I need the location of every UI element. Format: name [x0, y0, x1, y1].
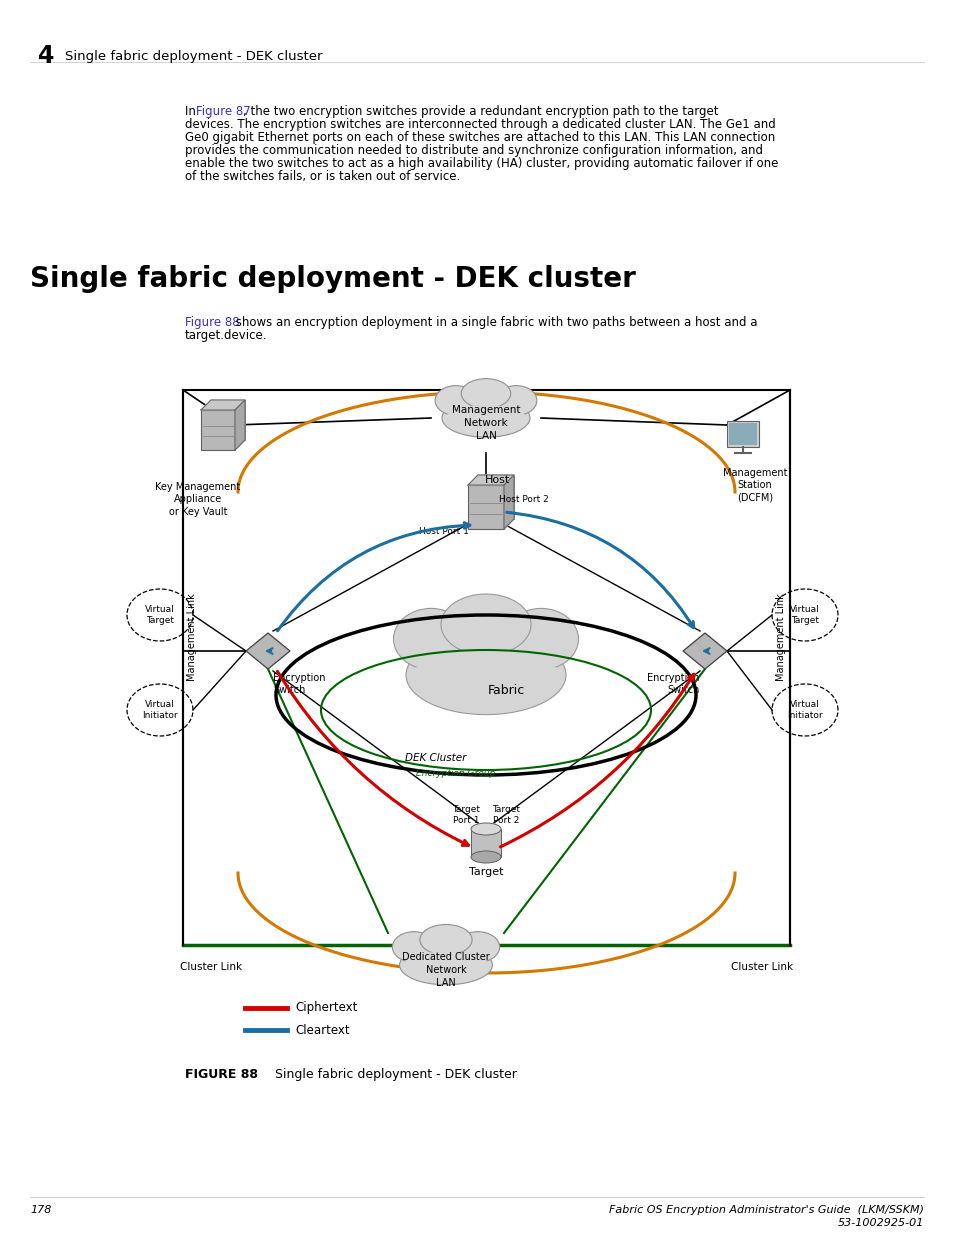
Text: Dedicated Cluster
Network
LAN: Dedicated Cluster Network LAN	[402, 952, 489, 988]
Ellipse shape	[444, 405, 527, 435]
Text: Management Link: Management Link	[187, 594, 196, 682]
Text: Host Port 2: Host Port 2	[498, 494, 548, 504]
FancyBboxPatch shape	[211, 400, 245, 440]
Text: Virtual
Target: Virtual Target	[145, 605, 174, 625]
Text: Management
Network
LAN: Management Network LAN	[452, 405, 519, 441]
Text: target.device.: target.device.	[185, 329, 267, 342]
Ellipse shape	[419, 925, 472, 955]
FancyBboxPatch shape	[726, 421, 759, 447]
Text: devices. The encryption switches are interconnected through a dedicated cluster : devices. The encryption switches are int…	[185, 119, 775, 131]
Text: Encryption Group: Encryption Group	[416, 768, 496, 778]
Text: Figure 88: Figure 88	[185, 316, 239, 329]
Text: Encryption
Switch: Encryption Switch	[647, 673, 700, 695]
Text: Target
Port 1: Target Port 1	[452, 805, 479, 825]
Text: In: In	[185, 105, 199, 119]
Text: 178: 178	[30, 1205, 51, 1215]
Ellipse shape	[399, 945, 492, 984]
Text: FIGURE 88: FIGURE 88	[185, 1068, 257, 1081]
Text: Figure 87: Figure 87	[195, 105, 251, 119]
Polygon shape	[201, 400, 245, 410]
Text: Host: Host	[485, 475, 510, 485]
Text: Cluster Link: Cluster Link	[730, 962, 792, 972]
Text: Host Port 1: Host Port 1	[418, 527, 469, 536]
Ellipse shape	[411, 648, 560, 709]
Ellipse shape	[460, 379, 510, 409]
Text: , the two encryption switches provide a redundant encryption path to the target: , the two encryption switches provide a …	[243, 105, 718, 119]
Ellipse shape	[471, 823, 500, 835]
Text: 53-1002925-01: 53-1002925-01	[837, 1218, 923, 1228]
Text: Cleartext: Cleartext	[294, 1024, 349, 1036]
Text: Encryption
Switch: Encryption Switch	[273, 673, 325, 695]
Text: Management Link: Management Link	[775, 594, 785, 682]
Text: Fabric: Fabric	[487, 683, 524, 697]
Text: Target: Target	[468, 867, 503, 877]
Polygon shape	[234, 400, 245, 450]
Ellipse shape	[393, 609, 468, 669]
Text: provides the communication needed to distribute and synchronize configuration in: provides the communication needed to dis…	[185, 144, 762, 157]
Ellipse shape	[496, 385, 537, 415]
Ellipse shape	[406, 635, 565, 715]
Text: Virtual
Initiator: Virtual Initiator	[786, 700, 821, 720]
Text: Virtual
Initiator: Virtual Initiator	[142, 700, 177, 720]
FancyBboxPatch shape	[728, 424, 757, 445]
Polygon shape	[503, 475, 514, 529]
Ellipse shape	[435, 385, 476, 415]
Text: Single fabric deployment - DEK cluster: Single fabric deployment - DEK cluster	[65, 49, 322, 63]
Polygon shape	[246, 634, 290, 669]
FancyBboxPatch shape	[477, 475, 514, 519]
FancyBboxPatch shape	[468, 485, 503, 529]
Text: Single fabric deployment - DEK cluster: Single fabric deployment - DEK cluster	[30, 266, 636, 293]
Text: DEK Cluster: DEK Cluster	[405, 753, 466, 763]
Ellipse shape	[456, 931, 499, 962]
Polygon shape	[682, 634, 726, 669]
FancyBboxPatch shape	[471, 829, 500, 857]
Ellipse shape	[441, 399, 530, 437]
Text: Single fabric deployment - DEK cluster: Single fabric deployment - DEK cluster	[263, 1068, 517, 1081]
Text: Target
Port 2: Target Port 2	[492, 805, 519, 825]
Text: of the switches fails, or is taken out of service.: of the switches fails, or is taken out o…	[185, 170, 459, 183]
Text: Cluster Link: Cluster Link	[180, 962, 242, 972]
Text: enable the two switches to act as a high availability (HA) cluster, providing au: enable the two switches to act as a high…	[185, 157, 778, 170]
Text: Virtual
Target: Virtual Target	[789, 605, 819, 625]
Polygon shape	[468, 475, 514, 485]
Text: Key Management
Appliance
or Key Vault: Key Management Appliance or Key Vault	[155, 482, 240, 516]
Text: Fabric OS Encryption Administrator's Guide  (LKM/SSKM): Fabric OS Encryption Administrator's Gui…	[608, 1205, 923, 1215]
Text: Management
Station
(DCFM): Management Station (DCFM)	[722, 468, 786, 503]
Ellipse shape	[440, 594, 531, 656]
Ellipse shape	[503, 609, 578, 669]
Text: 4: 4	[38, 44, 54, 68]
Ellipse shape	[402, 951, 489, 982]
Text: Ciphertext: Ciphertext	[294, 1002, 357, 1014]
Ellipse shape	[471, 851, 500, 863]
Text: Ge0 gigabit Ethernet ports on each of these switches are attached to this LAN. T: Ge0 gigabit Ethernet ports on each of th…	[185, 131, 775, 144]
FancyBboxPatch shape	[201, 410, 234, 450]
Text: shows an encryption deployment in a single fabric with two paths between a host : shows an encryption deployment in a sing…	[232, 316, 757, 329]
Ellipse shape	[392, 931, 436, 962]
